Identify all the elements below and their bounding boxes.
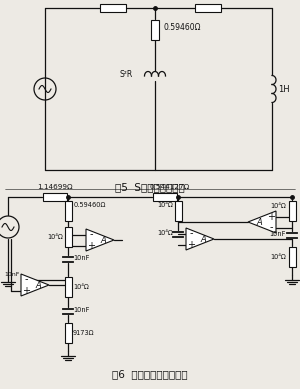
Text: 0.59460Ω: 0.59460Ω	[74, 202, 106, 208]
Bar	[64, 323, 71, 343]
Polygon shape	[248, 211, 276, 233]
Text: 10⁴Ω: 10⁴Ω	[270, 203, 286, 209]
Text: 图6  阻抗变换器应用电路: 图6 阻抗变换器应用电路	[112, 369, 188, 379]
Polygon shape	[186, 228, 214, 250]
Text: 1.14699Ω: 1.14699Ω	[37, 184, 73, 190]
Text: A: A	[256, 217, 262, 226]
Text: 10nF: 10nF	[270, 231, 286, 237]
Bar	[289, 201, 296, 221]
Bar	[64, 227, 71, 247]
Text: S²R: S²R	[120, 70, 133, 79]
Polygon shape	[86, 229, 114, 251]
Text: -: -	[189, 228, 193, 238]
Text: 9173Ω: 9173Ω	[73, 330, 94, 336]
Bar	[289, 247, 296, 267]
Bar	[151, 20, 159, 40]
Text: 0.544127Ω: 0.544127Ω	[187, 0, 229, 1]
Text: 10nF: 10nF	[73, 255, 89, 261]
Text: -: -	[24, 275, 28, 284]
Text: -: -	[89, 230, 93, 240]
Text: 10⁴Ω: 10⁴Ω	[157, 202, 173, 208]
Text: A: A	[35, 280, 41, 289]
Bar	[175, 201, 182, 221]
Text: 1.14699Ω: 1.14699Ω	[94, 0, 132, 1]
Bar	[195, 4, 221, 12]
Text: 10⁴Ω: 10⁴Ω	[73, 284, 89, 290]
Text: 10nF: 10nF	[73, 307, 89, 313]
Text: 0.59460Ω: 0.59460Ω	[163, 23, 200, 32]
Text: 10⁴Ω: 10⁴Ω	[47, 234, 63, 240]
Text: +: +	[267, 212, 275, 221]
Bar	[64, 201, 71, 221]
Text: 10nF: 10nF	[4, 272, 20, 277]
Text: +: +	[187, 240, 195, 249]
Text: 图5  S变换归一化电路: 图5 S变换归一化电路	[115, 182, 185, 192]
Text: 0.544127Ω: 0.544127Ω	[150, 184, 190, 190]
Text: 10⁴Ω: 10⁴Ω	[270, 254, 286, 260]
Bar	[100, 4, 126, 12]
Bar	[43, 193, 67, 201]
Polygon shape	[21, 274, 49, 296]
Text: A: A	[100, 235, 106, 245]
Bar	[64, 277, 71, 297]
Text: +: +	[87, 240, 95, 251]
Text: +: +	[22, 286, 30, 296]
Bar	[153, 193, 177, 201]
Text: 10⁴Ω: 10⁴Ω	[157, 230, 173, 236]
Text: A: A	[200, 235, 206, 244]
Text: 1H: 1H	[278, 84, 290, 93]
Text: -: -	[269, 223, 273, 233]
